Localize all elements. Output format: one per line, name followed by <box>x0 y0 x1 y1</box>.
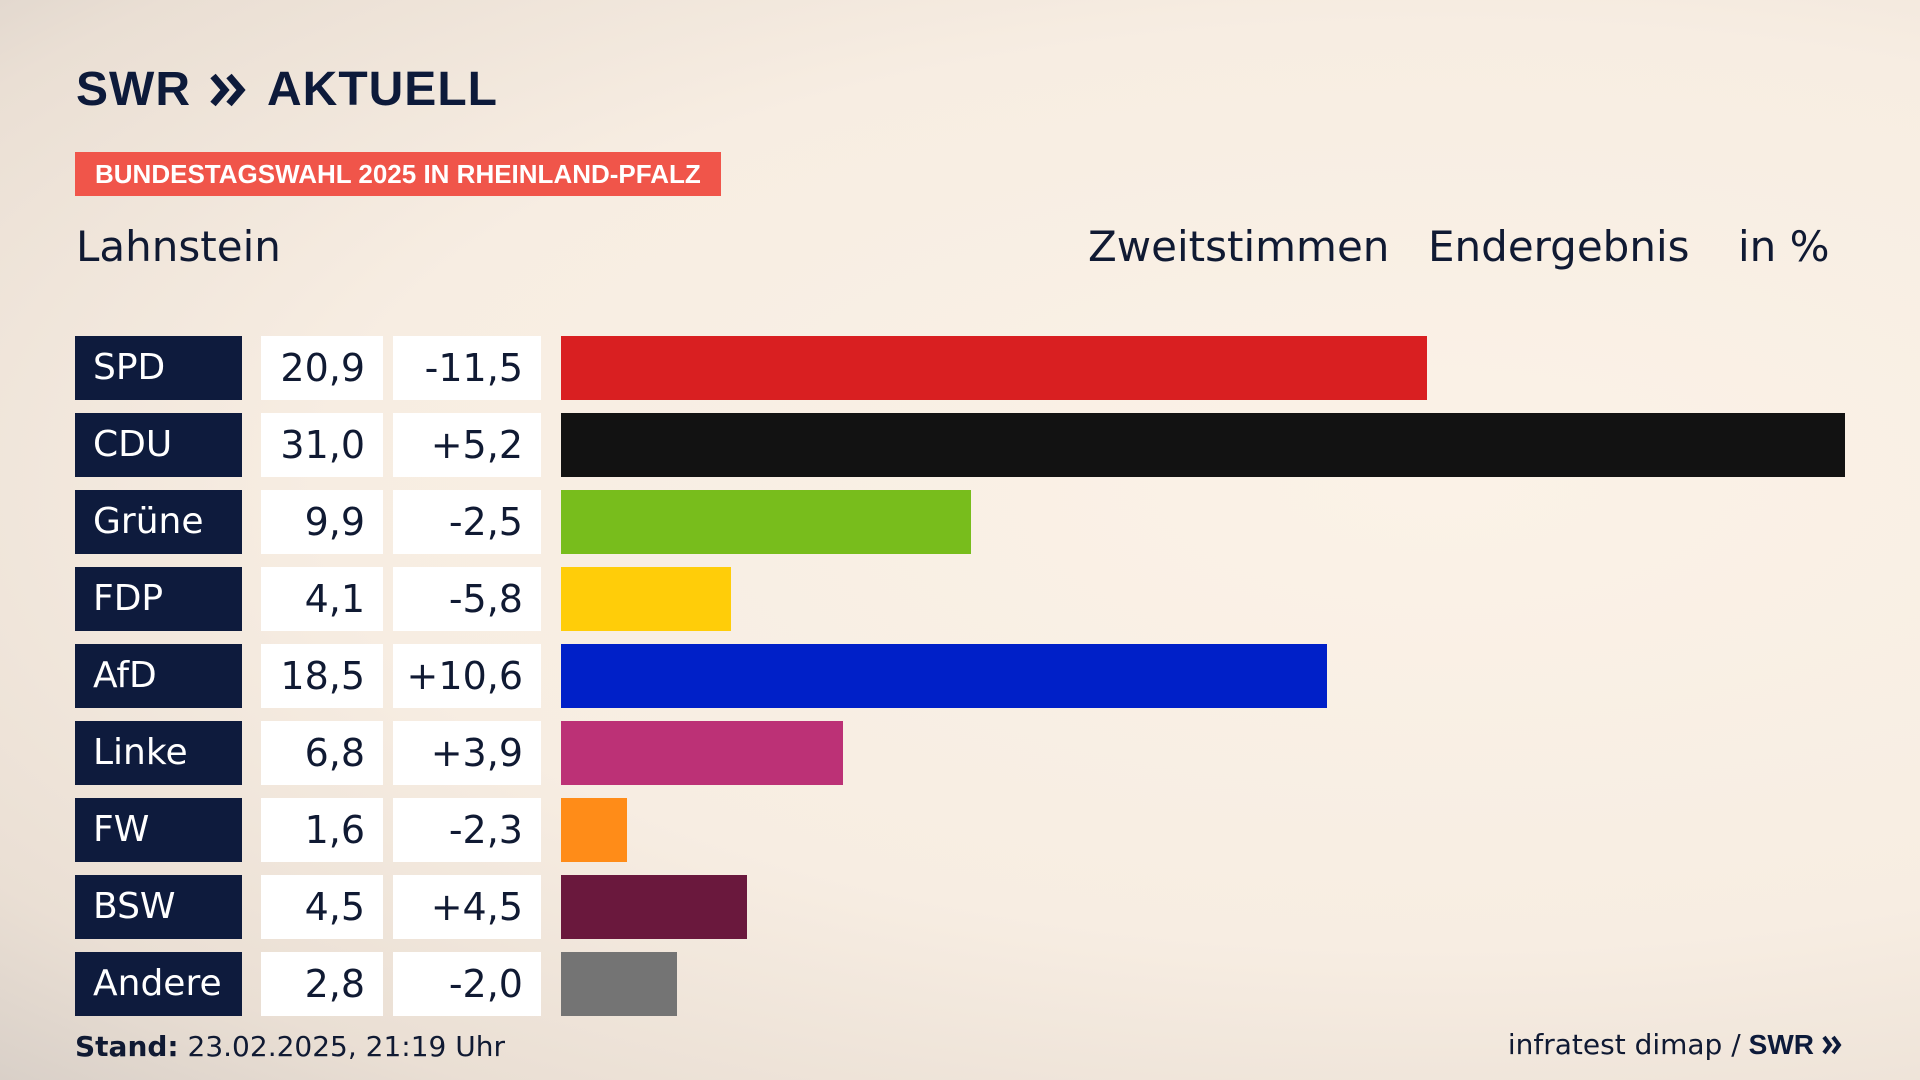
party-label: Grüne <box>75 490 242 554</box>
chart-row: Linke 6,8 +3,9 <box>75 721 1845 785</box>
party-label: Andere <box>75 952 242 1016</box>
diff-label: +4,5 <box>393 875 541 939</box>
source-text: infratest dimap / <box>1507 1028 1741 1061</box>
bar-fdp <box>561 567 731 631</box>
header-unit: in % <box>1738 222 1830 271</box>
chart-row: SPD 20,9 -11,5 <box>75 336 1845 400</box>
source-swr-logo: SWR <box>1748 1028 1814 1060</box>
chart-row: CDU 31,0 +5,2 <box>75 413 1845 477</box>
diff-label: -5,8 <box>393 567 541 631</box>
diff-label: +5,2 <box>393 413 541 477</box>
election-banner: BUNDESTAGSWAHL 2025 IN RHEINLAND-PFALZ <box>75 152 721 196</box>
value-label: 31,0 <box>261 413 383 477</box>
bar-bsw <box>561 875 747 939</box>
chart-row: Andere 2,8 -2,0 <box>75 952 1845 1016</box>
party-label: CDU <box>75 413 242 477</box>
party-label: Linke <box>75 721 242 785</box>
source-credit: infratest dimap / SWR <box>1508 1028 1844 1061</box>
logo-aktuell-text: AKTUELL <box>266 63 498 116</box>
double-chevron-icon <box>210 73 246 107</box>
double-chevron-icon <box>1822 1035 1842 1054</box>
swr-aktuell-logo: SWR AKTUELL <box>76 66 498 114</box>
value-label: 4,5 <box>261 875 383 939</box>
chart-row: BSW 4,5 +4,5 <box>75 875 1845 939</box>
header-vote-type: Zweitstimmen <box>1088 222 1390 271</box>
chart-row: AfD 18,5 +10,6 <box>75 644 1845 708</box>
timestamp-value: 23.02.2025, 21:19 Uhr <box>187 1030 505 1063</box>
party-label: FDP <box>75 567 242 631</box>
value-label: 6,8 <box>261 721 383 785</box>
bar-spd <box>561 336 1427 400</box>
value-label: 20,9 <box>261 336 383 400</box>
chart-row: Grüne 9,9 -2,5 <box>75 490 1845 554</box>
chart-row: FDP 4,1 -5,8 <box>75 567 1845 631</box>
bar-fw <box>561 798 627 862</box>
diff-label: -2,3 <box>393 798 541 862</box>
value-label: 4,1 <box>261 567 383 631</box>
bar-andere <box>561 952 677 1016</box>
diff-label: -2,0 <box>393 952 541 1016</box>
value-label: 9,9 <box>261 490 383 554</box>
chart-row: FW 1,6 -2,3 <box>75 798 1845 862</box>
party-label: BSW <box>75 875 242 939</box>
logo-swr-text: SWR <box>76 63 191 116</box>
diff-label: +3,9 <box>393 721 541 785</box>
timestamp-label: Stand: <box>75 1030 179 1063</box>
place-title: Lahnstein <box>76 222 281 271</box>
bar-afd <box>561 644 1327 708</box>
party-label: FW <box>75 798 242 862</box>
value-label: 1,6 <box>261 798 383 862</box>
header-status: Endergebnis <box>1428 222 1690 271</box>
party-label: SPD <box>75 336 242 400</box>
timestamp: Stand: 23.02.2025, 21:19 Uhr <box>75 1030 505 1063</box>
bar-grüne <box>561 490 971 554</box>
value-label: 2,8 <box>261 952 383 1016</box>
party-label: AfD <box>75 644 242 708</box>
bar-cdu <box>561 413 1845 477</box>
diff-label: +10,6 <box>393 644 541 708</box>
bar-linke <box>561 721 843 785</box>
diff-label: -11,5 <box>393 336 541 400</box>
diff-label: -2,5 <box>393 490 541 554</box>
value-label: 18,5 <box>261 644 383 708</box>
